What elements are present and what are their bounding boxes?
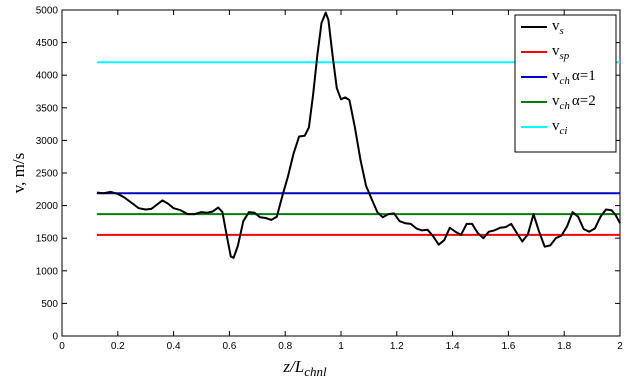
x-axis-title: z/Lchnl: [282, 357, 327, 379]
legend-label-vch1: vch α=1: [552, 68, 596, 87]
legend-label-vch2: vch α=2: [552, 93, 596, 112]
legend-label-vsp: vsp: [552, 43, 570, 62]
y-tick-label: 2000: [36, 201, 59, 212]
y-tick-label: 4500: [36, 38, 59, 49]
y-tick-label: 500: [41, 299, 58, 310]
series-line-vs: [96, 11, 621, 259]
x-axis-title-sub: chnl: [304, 364, 327, 379]
x-tick-label: 1.4: [446, 341, 460, 352]
series-layer: [96, 11, 621, 259]
legend-label-vci: vci: [552, 118, 567, 137]
x-tick-label: 2: [617, 341, 623, 352]
x-tick-label: 0.8: [278, 341, 292, 352]
x-tick-label: 0.6: [222, 341, 236, 352]
legend-label-main: v: [552, 68, 560, 84]
y-tick-label: 2500: [36, 169, 59, 180]
y-axis-title: v, m/s: [9, 153, 28, 193]
legend-label-sub: ch: [560, 75, 571, 87]
x-tick-label: 0.4: [167, 341, 181, 352]
y-tick-label: 0: [52, 332, 58, 343]
ticks-layer: 0 0.2 0.4 0.6 0.8 1 1.2 1.4 1.6 1.8 2 0 500 1000 1500 2…: [36, 6, 623, 353]
x-axis-title-main: z/L: [282, 357, 304, 376]
legend-label-sub: s: [560, 25, 564, 37]
y-tick-label: 1000: [36, 266, 59, 277]
legend-label-main: v: [552, 43, 560, 59]
y-tick-label: 3500: [36, 103, 59, 114]
x-tick-label: 0.2: [111, 341, 125, 352]
x-tick-label: 1.2: [390, 341, 404, 352]
y-tick-label: 1500: [36, 234, 59, 245]
legend-label-sub: ci: [560, 125, 568, 137]
x-tick-label: 0: [59, 341, 65, 352]
legend-label-main: v: [552, 118, 560, 134]
x-tick-label: 1.6: [501, 341, 515, 352]
legend-box: [514, 14, 617, 153]
legend-label-sub: ch: [560, 100, 571, 112]
legend-label-suffix: α=2: [572, 93, 596, 109]
y-tick-label: 4000: [36, 71, 59, 82]
legend-label-main: v: [552, 18, 560, 34]
y-tick-label: 5000: [36, 6, 59, 17]
x-tick-label: 1: [338, 341, 344, 352]
legend-label-main: v: [552, 93, 560, 109]
x-tick-label: 1.8: [557, 341, 571, 352]
legend-label-sub: sp: [560, 50, 570, 62]
legend-label-suffix: α=1: [572, 68, 596, 84]
legend-label-vs: vs: [552, 18, 564, 37]
y-tick-label: 3000: [36, 136, 59, 147]
